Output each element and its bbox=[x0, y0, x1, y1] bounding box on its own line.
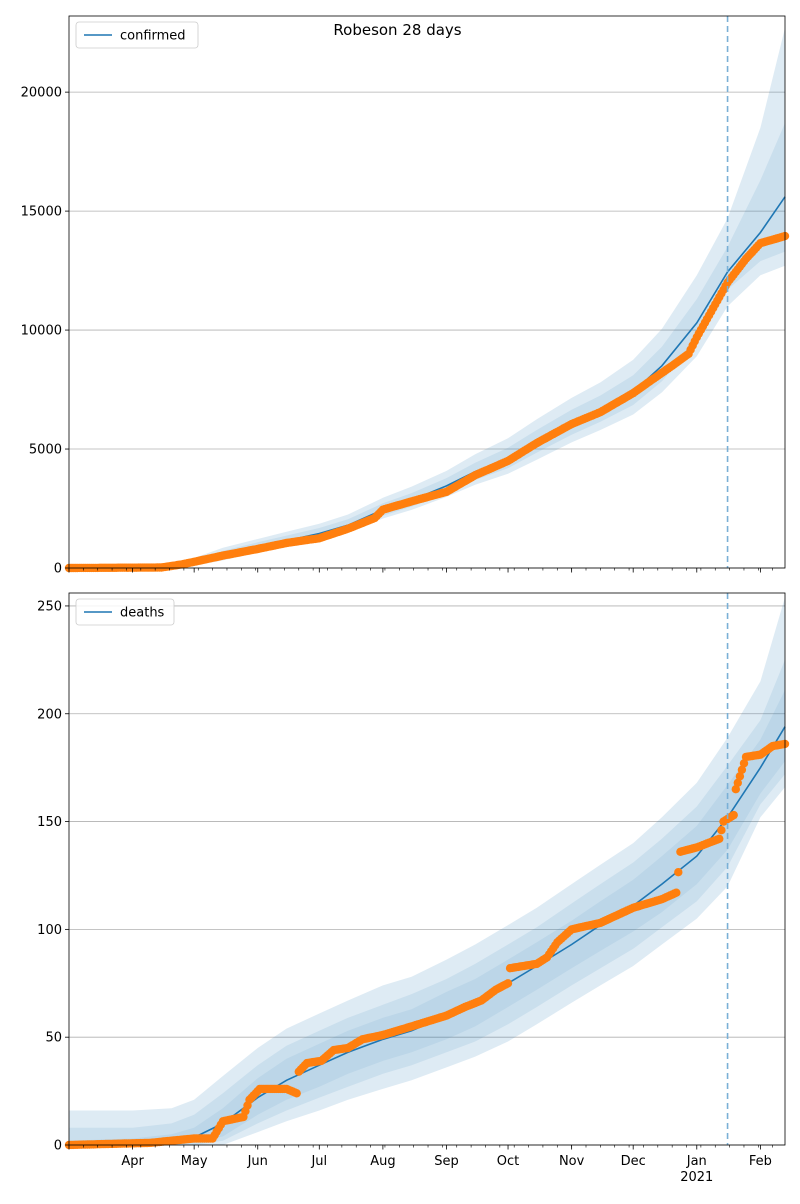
observed-point bbox=[292, 1089, 301, 1098]
uncertainty-band bbox=[69, 690, 785, 1145]
y-tick-label: 10000 bbox=[21, 324, 62, 339]
y-tick-label: 20000 bbox=[21, 86, 62, 101]
observed-point bbox=[733, 778, 742, 787]
model-line bbox=[68, 196, 786, 569]
legend-label: confirmed bbox=[120, 29, 186, 44]
uncertainty-band bbox=[69, 597, 785, 1145]
y-tick-label: 100 bbox=[37, 923, 62, 938]
axes-frame bbox=[68, 592, 786, 1146]
y-tick-label: 50 bbox=[45, 1031, 62, 1046]
y-tick-label: 5000 bbox=[29, 443, 62, 458]
axes-frame bbox=[68, 15, 786, 569]
x-tick-label: Aug bbox=[370, 1154, 395, 1169]
observed-point bbox=[729, 810, 738, 820]
x-tick-label: Sep bbox=[434, 1154, 459, 1169]
x-tick-label: Dec bbox=[621, 1154, 646, 1169]
x-tick-year-label: 2021 bbox=[680, 1170, 713, 1185]
x-tick-label: Feb bbox=[749, 1154, 772, 1169]
x-tick-label: Jan bbox=[686, 1154, 707, 1169]
confirmed-chart-panel: 0 5000 10000 15000 20000 confirmed bbox=[21, 15, 790, 577]
legend-box bbox=[75, 21, 199, 49]
legend-box bbox=[75, 598, 175, 626]
x-tick-label: Apr bbox=[121, 1154, 144, 1169]
observed-point bbox=[739, 759, 749, 768]
observed-point bbox=[715, 834, 724, 843]
observed-point bbox=[503, 979, 513, 988]
y-tick-label: 250 bbox=[37, 599, 62, 614]
model-line bbox=[68, 726, 786, 1146]
x-tick-label: Jun bbox=[247, 1154, 268, 1169]
x-tick-label: Oct bbox=[497, 1154, 519, 1169]
x-tick-label: May bbox=[181, 1154, 208, 1169]
observed-point bbox=[674, 868, 683, 877]
observed-point bbox=[737, 765, 747, 774]
figure-title: Robeson 28 days bbox=[333, 21, 462, 39]
y-tick-label: 0 bbox=[54, 562, 62, 577]
y-tick-label: 150 bbox=[37, 815, 62, 830]
y-tick-label: 15000 bbox=[21, 205, 62, 220]
observed-point bbox=[735, 772, 745, 781]
legend-label: deaths bbox=[120, 606, 165, 621]
x-tick-label: Nov bbox=[559, 1154, 585, 1169]
y-tick-label: 0 bbox=[54, 1139, 62, 1154]
deaths-chart-panel: 0 50 100 150 200 250 Apr May Jun Jul Aug Sep Oct Nov D… bbox=[37, 592, 790, 1185]
x-tick-label: Jul bbox=[310, 1154, 327, 1169]
observed-point bbox=[672, 888, 681, 897]
observed-point bbox=[731, 785, 740, 794]
y-tick-label: 200 bbox=[37, 707, 62, 722]
observed-point bbox=[717, 826, 726, 835]
